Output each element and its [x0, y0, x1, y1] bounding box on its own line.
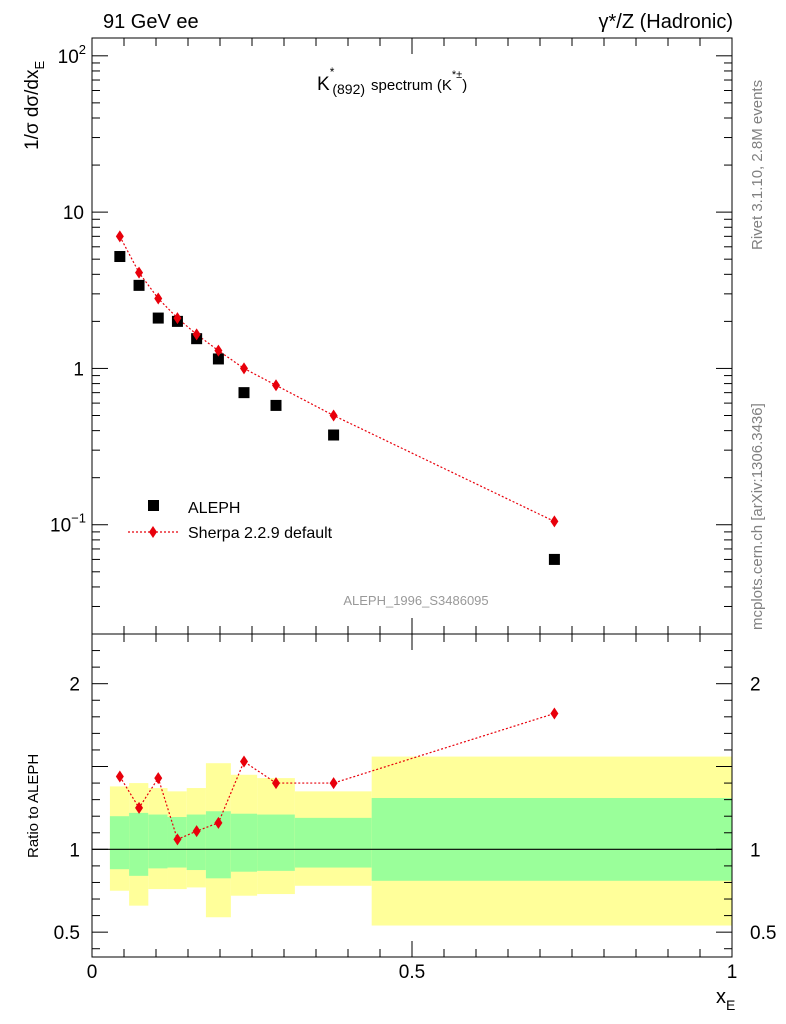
x-axis-label-sub: E: [726, 997, 735, 1013]
x-tick-label-1: 0.5: [399, 962, 425, 983]
main-mc-point-7: [272, 379, 280, 392]
ratio-band-inner-0: [109, 816, 130, 870]
ratio-band-inner-2: [148, 814, 168, 869]
title-main-sup: *: [330, 65, 335, 79]
main-y-axis-label-text: 1/σ dσ/dx: [22, 69, 43, 150]
main-mc-point-6: [240, 362, 248, 375]
ratio-band-inner-7: [257, 814, 295, 871]
header-right-label: γ*/Z (Hadronic): [599, 11, 733, 33]
x-tick-label-2: 1: [727, 962, 738, 983]
main-y-tick-label-0: 10−1: [50, 511, 86, 537]
main-mc-line: [119, 236, 555, 522]
ratio-mc-point-3: [173, 833, 182, 846]
ratio-mc-point-2: [154, 772, 163, 785]
legend-mc-label: Sherpa 2.2.9 default: [188, 525, 333, 542]
main-data-point-6: [238, 387, 250, 399]
main-mc-point-1: [135, 266, 144, 279]
ratio-mc-point-6: [240, 755, 248, 768]
ratio-band-inner-4: [186, 814, 206, 871]
main-y-tick-label-base: 10: [58, 47, 79, 68]
main-data-point-5: [212, 353, 224, 365]
ratio-mc-point-7: [272, 777, 280, 790]
analysis-id-label: ALEPH_1996_S3486095: [343, 593, 488, 608]
title-rest-sup: *±: [452, 69, 462, 81]
main-y-tick-label-2: 10: [63, 203, 84, 224]
main-y-tick-label-sup: −1: [71, 511, 86, 526]
chart-title: K* (892) spectrum (K*±): [317, 65, 467, 97]
main-y-tick-label-base: 10: [50, 516, 71, 537]
ratio-panel: 0.5 0.5 1 1 2 2 0 0.5 1: [54, 633, 776, 983]
main-y-tick-label-1: 1: [73, 359, 84, 380]
main-data-point-7: [270, 399, 282, 411]
main-mc-point-4: [192, 328, 201, 341]
header-left-label: 91 GeV ee: [103, 11, 199, 33]
ratio-band-inner-8: [294, 817, 372, 868]
legend-data-label: ALEPH: [188, 500, 240, 517]
main-frame: [91, 37, 733, 635]
main-mc-point-9: [550, 515, 559, 528]
ratio-band-inner-6: [230, 813, 258, 872]
ratio-y-tick-label-0: 0.5: [54, 923, 80, 944]
ratio-y-tick-label-right-2: 2: [750, 675, 761, 696]
main-mc-point-8: [329, 409, 338, 422]
ratio-mc-line: [119, 712, 555, 841]
legend-mc-marker: [149, 526, 157, 538]
title-close: ): [462, 77, 467, 94]
main-mc-point-5: [214, 344, 223, 357]
main-mc-point-3: [173, 312, 182, 325]
ratio-mc-point-0: [115, 770, 124, 783]
ratio-mc-point-1: [135, 801, 144, 814]
main-y-tick-label-sup: 2: [79, 42, 86, 57]
rivet-label: Rivet 3.1.10, 2.8M events: [749, 80, 766, 250]
main-data-point-9: [548, 553, 560, 565]
ratio-band-inner-9: [371, 797, 732, 881]
ratio-y-tick-label-1: 1: [69, 840, 80, 861]
ratio-mc-point-8: [329, 777, 338, 790]
main-data-point-8: [328, 429, 340, 441]
x-axis-label: xE: [716, 986, 735, 1013]
x-axis-label-text: x: [716, 986, 726, 1008]
title-rest: spectrum (K: [371, 77, 452, 94]
main-y-axis-label: 1/σ dσ/dxE: [22, 61, 47, 151]
ratio-y-tick-label-2: 2: [69, 675, 80, 696]
ratio-mc-point-5: [214, 816, 223, 829]
ratio-y-axis-label: Ratio to ALEPH: [25, 754, 42, 858]
title-sub: (892): [332, 81, 365, 97]
main-mc-point-2: [154, 292, 163, 305]
main-y-tick-label-3: 102: [58, 42, 86, 68]
ratio-mc-point-9: [550, 707, 559, 720]
main-data-point-1: [133, 279, 145, 291]
mcplots-label: mcplots.cern.ch [arXiv:1306.3436]: [749, 403, 766, 630]
ratio-y-tick-label-right-0: 0.5: [750, 923, 776, 944]
main-data-point-0: [114, 251, 126, 263]
main-mc-point-0: [115, 230, 124, 243]
title-main: K: [317, 74, 330, 95]
x-tick-label-0: 0: [87, 962, 98, 983]
main-y-axis-label-sub: E: [32, 61, 47, 70]
main-data-point-2: [152, 312, 164, 324]
ratio-mc-point-4: [192, 825, 201, 838]
ratio-band-inner-1: [129, 812, 149, 876]
ratio-y-tick-label-right-1: 1: [750, 840, 761, 861]
legend-data-marker: [148, 500, 159, 511]
